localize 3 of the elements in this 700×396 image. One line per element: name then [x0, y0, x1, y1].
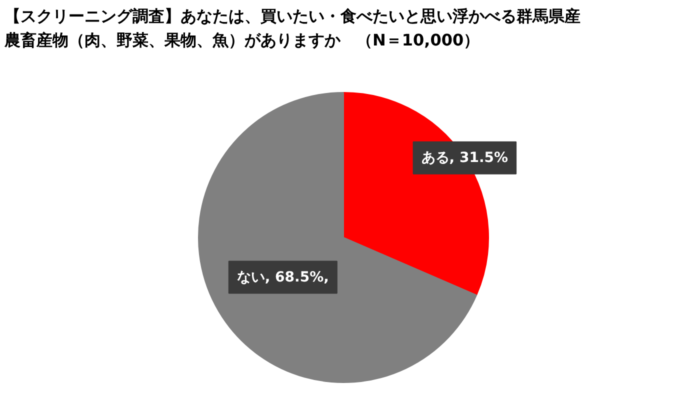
slice-label: ある, 31.5% — [421, 150, 508, 166]
slice-label: ない, 68.5%, — [236, 269, 329, 286]
chart-title: 【スクリーニング調査】あなたは、買いたい・食べたいと思い浮かべる群馬県産農畜産物（肉、野菜、果物、魚）がありますか （N＝10,000） — [4, 6, 580, 50]
